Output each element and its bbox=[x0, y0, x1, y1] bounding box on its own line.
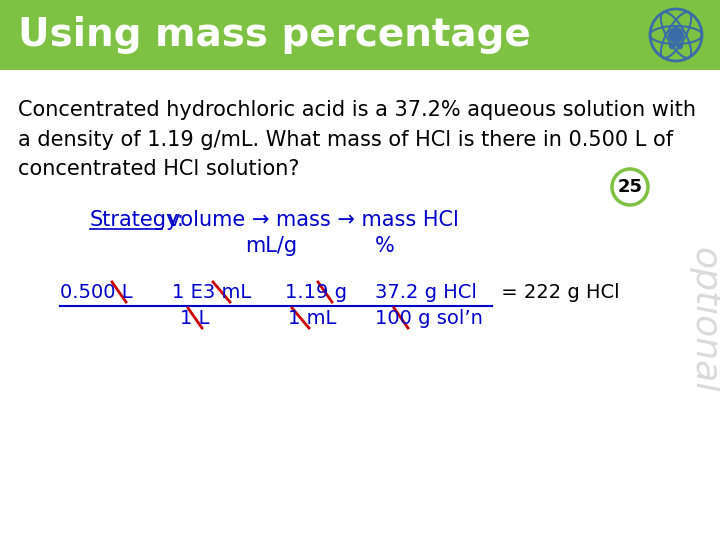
Text: 1.19 g: 1.19 g bbox=[285, 282, 347, 301]
Text: 100 g sol’n: 100 g sol’n bbox=[375, 308, 483, 327]
Text: 1 L: 1 L bbox=[180, 308, 210, 327]
Text: 25: 25 bbox=[618, 178, 642, 196]
Circle shape bbox=[668, 27, 684, 43]
Text: = 222 g HCl: = 222 g HCl bbox=[495, 282, 620, 301]
Text: mL/g: mL/g bbox=[245, 236, 297, 256]
Text: Using mass percentage: Using mass percentage bbox=[18, 16, 531, 54]
Text: optional: optional bbox=[687, 247, 720, 393]
Text: volume → mass → mass HCl: volume → mass → mass HCl bbox=[168, 210, 459, 230]
Text: %: % bbox=[375, 236, 395, 256]
Circle shape bbox=[676, 42, 683, 49]
Text: Strategy:: Strategy: bbox=[90, 210, 185, 230]
FancyBboxPatch shape bbox=[0, 0, 720, 70]
Circle shape bbox=[669, 42, 676, 49]
Text: 37.2 g HCl: 37.2 g HCl bbox=[375, 282, 477, 301]
Text: 1 E3 mL: 1 E3 mL bbox=[172, 282, 251, 301]
Text: 0.500 L: 0.500 L bbox=[60, 282, 132, 301]
Text: Concentrated hydrochloric acid is a 37.2% aqueous solution with
a density of 1.1: Concentrated hydrochloric acid is a 37.2… bbox=[18, 100, 696, 179]
Text: 1 mL: 1 mL bbox=[288, 308, 336, 327]
Circle shape bbox=[672, 27, 680, 34]
